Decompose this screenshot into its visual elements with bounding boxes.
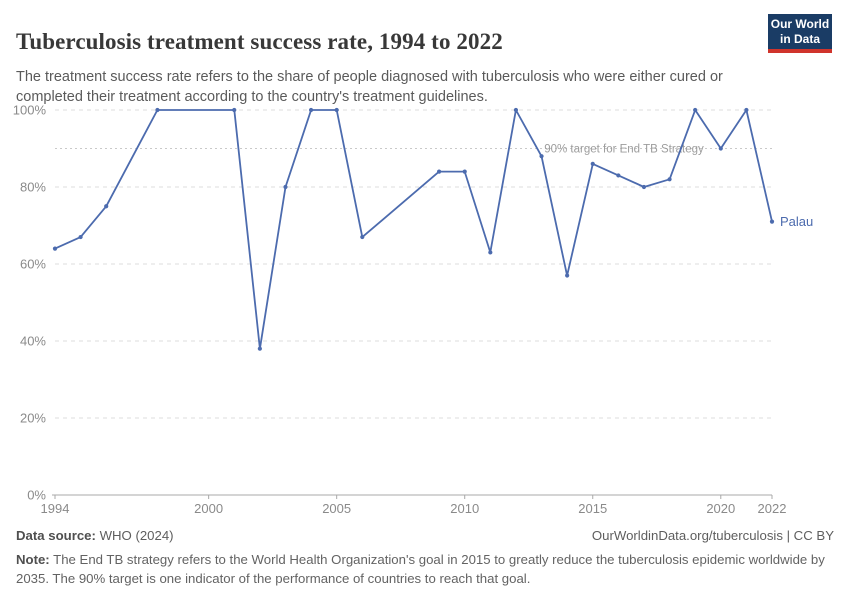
data-point-marker (334, 107, 339, 113)
y-tick-label: 60% (20, 257, 46, 272)
source-row: Data source: WHO (2024) OurWorldinData.o… (16, 528, 834, 543)
data-point-marker (360, 234, 365, 240)
data-point-marker (52, 246, 58, 251)
target-line-label: 90% target for End TB Strategy (544, 144, 704, 156)
page-title: Tuberculosis treatment success rate, 199… (16, 29, 503, 55)
entity-label: Palau (780, 214, 813, 229)
data-point-marker (616, 173, 621, 178)
x-tick-label: 2022 (758, 501, 787, 516)
data-point-marker (488, 250, 493, 255)
data-source: Data source: WHO (2024) (16, 528, 174, 543)
data-point-marker (590, 161, 595, 166)
series-line (54, 109, 773, 350)
data-point-marker (232, 107, 237, 113)
y-tick-label: 100% (13, 103, 47, 118)
line-chart: 0% 20% 40% 60% 80% 100% 90% target for End TB … (13, 103, 814, 517)
x-tick-label: 1994 (41, 501, 70, 516)
x-tick-label: 2005 (322, 501, 351, 516)
data-point-marker (769, 219, 775, 224)
data-source-value: WHO (2024) (99, 528, 174, 543)
owid-logo: Our World in Data (768, 14, 832, 53)
x-tick-label: 2010 (450, 501, 479, 516)
data-point-marker (104, 204, 109, 209)
note-text: The End TB strategy refers to the World … (16, 552, 825, 587)
chart-footer: Data source: WHO (2024) OurWorldinData.o… (16, 528, 834, 588)
data-point-marker (513, 107, 519, 113)
data-point-marker (565, 273, 570, 278)
data-point-marker (744, 107, 749, 113)
y-tick-label: 20% (20, 411, 46, 426)
data-point-marker (283, 184, 288, 190)
y-tick-label: 40% (20, 334, 46, 349)
y-tick-label: 80% (20, 180, 46, 195)
data-point-marker (78, 234, 83, 240)
owid-logo-line1: Our World (770, 16, 830, 31)
data-point-marker (437, 169, 442, 174)
x-tick-label: 2000 (194, 501, 223, 516)
credit-link[interactable]: OurWorldinData.org/tuberculosis | CC BY (591, 528, 834, 543)
data-source-label: Data source: (16, 528, 96, 543)
data-point-marker (462, 169, 467, 174)
data-point-marker (539, 154, 544, 159)
data-point-marker (718, 146, 723, 151)
note-label: Note: (16, 552, 50, 567)
x-tick-label: 2020 (706, 501, 735, 516)
y-tick-label: 0% (27, 488, 46, 503)
x-tick-label: 2015 (578, 501, 607, 516)
data-point-marker (667, 177, 672, 182)
data-point-marker (257, 346, 262, 351)
owid-logo-line2: in Data (779, 31, 820, 46)
chart-subtitle: The treatment success rate refers to the… (16, 68, 723, 106)
data-point-marker (693, 107, 698, 113)
data-point-marker (308, 107, 314, 113)
data-point-marker (155, 107, 160, 113)
chart-note: Note: The End TB strategy refers to the … (16, 550, 834, 588)
data-point-marker (641, 184, 647, 190)
